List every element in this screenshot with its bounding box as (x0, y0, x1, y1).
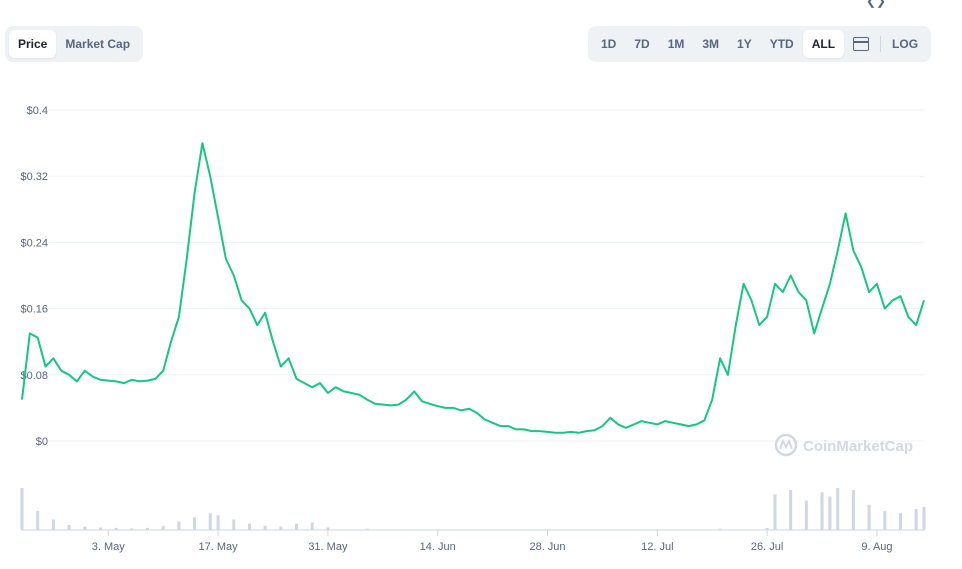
volume-bar (836, 488, 840, 530)
range-toggle: 1D 7D 1M 3M 1Y YTD ALL LOG (588, 26, 932, 62)
volume-bar (898, 513, 902, 530)
x-tick-label: 26. Jul (751, 541, 783, 553)
x-axis: 3. May 17. May 31. May 14. Jun 28. Jun 12. Ju… (22, 529, 924, 553)
x-tick-label: 31. May (308, 541, 348, 553)
volume-bar (193, 517, 197, 530)
volume-bar (773, 494, 777, 530)
volume-bar (365, 528, 369, 530)
volume-bar (820, 492, 824, 530)
volume-bar (851, 490, 855, 530)
chevron-down-icon: ❮❯ (866, 0, 887, 8)
volume-bar (145, 527, 149, 530)
volume-bar (765, 527, 769, 530)
range-1d-button[interactable]: 1D (601, 37, 617, 51)
volume-bar (83, 526, 87, 530)
volume-bar (922, 506, 926, 530)
volume-bar (326, 527, 330, 530)
volume-bar (804, 500, 808, 530)
x-tick-label: 17. May (199, 541, 239, 553)
range-1y-button[interactable]: 1Y (737, 37, 752, 51)
volume-bar (828, 496, 832, 530)
calendar-icon (853, 37, 870, 51)
volume-bar (263, 525, 267, 530)
volume-bar (98, 527, 102, 530)
x-tick-label: 3. May (92, 541, 126, 553)
tab-price[interactable]: Price (9, 30, 57, 58)
x-tick-label: 9. Aug (861, 541, 892, 553)
volume-bar (867, 504, 871, 530)
volume-bar (67, 524, 71, 530)
tab-market-cap[interactable]: Market Cap (65, 37, 131, 51)
volume-bar (883, 511, 887, 530)
y-tick-label: $0.32 (20, 171, 48, 183)
coinmarketcap-logo-icon (774, 433, 798, 457)
y-tick-label: $0.16 (20, 304, 48, 316)
volume-bar (279, 526, 283, 530)
volume-bar (130, 528, 134, 530)
range-ytd-button[interactable]: YTD (769, 37, 794, 51)
x-tick-label: 14. Jun (420, 541, 456, 553)
volume-bar (216, 515, 220, 530)
volume-bar (247, 523, 251, 530)
y-tick-label: $0 (36, 436, 48, 448)
volume-bar (51, 519, 55, 530)
range-all-button[interactable]: ALL (802, 30, 845, 58)
volume-bar (208, 513, 212, 530)
volume-bars (20, 488, 926, 530)
watermark-text: CoinMarketCap (803, 438, 913, 455)
grid-lines (48, 109, 924, 442)
x-tick-label: 28. Jun (529, 541, 565, 553)
volume-bar (177, 521, 181, 530)
x-tick-label: 12. Jul (641, 541, 673, 553)
range-7d-button[interactable]: 7D (634, 37, 650, 51)
volume-bar (20, 488, 24, 530)
y-tick-label: $0.08 (20, 370, 48, 382)
volume-bar (114, 527, 118, 530)
y-axis-labels: $0 $0.08 $0.16 $0.24 $0.32 $0.4 (20, 105, 48, 448)
volume-bar (232, 519, 236, 530)
volume-bar (161, 525, 165, 530)
price-series-line (21, 142, 925, 434)
y-tick-label: $0.4 (27, 105, 48, 117)
volume-bar (789, 490, 793, 530)
volume-bar (310, 522, 314, 530)
log-scale-button[interactable]: LOG (892, 37, 919, 51)
range-1m-button[interactable]: 1M (667, 37, 685, 51)
y-tick-label: $0.24 (20, 237, 48, 249)
metric-toggle: Price Market Cap (5, 26, 144, 62)
range-3m-button[interactable]: 3M (702, 37, 720, 51)
watermark: CoinMarketCap (774, 433, 913, 457)
volume-bar (295, 523, 299, 530)
volume-bar (36, 511, 40, 530)
calendar-button[interactable] (844, 30, 878, 58)
toolbar-divider (880, 36, 882, 52)
volume-bar (914, 509, 918, 530)
volume-bar (718, 528, 722, 530)
